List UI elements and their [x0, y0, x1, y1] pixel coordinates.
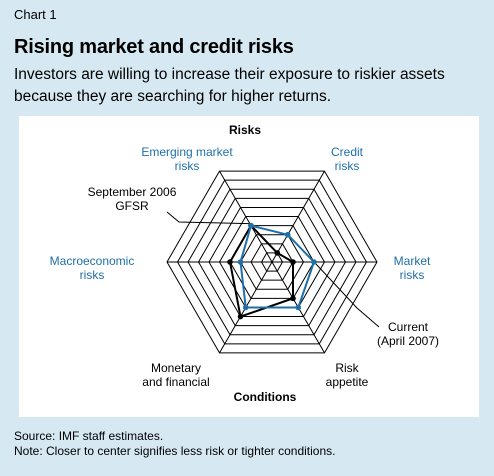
- series-line-september-2006: [228, 223, 294, 318]
- axis-label-emerging-market: Emerging market risks: [141, 145, 233, 173]
- reading-note: Note: Closer to center signifies less ri…: [14, 444, 336, 458]
- point-current-5: [237, 259, 244, 265]
- leader-current: [315, 263, 380, 328]
- point-september-2006-4: [237, 313, 244, 320]
- radar-series: [227, 222, 317, 320]
- point-september-2006-1: [274, 250, 281, 256]
- axis-label-risk-appetite: Risk appetite: [325, 361, 369, 389]
- source-note: Source: IMF staff estimates.: [14, 429, 164, 443]
- axis-label-macroeconomic: Macroeconomic risks: [49, 254, 135, 282]
- risks-group-label: Risks: [228, 123, 262, 137]
- chart-number: Chart 1: [14, 7, 57, 22]
- conditions-group-label: Conditions: [233, 390, 297, 404]
- point-september-2006-3: [290, 295, 296, 302]
- chart-panel: Risks Emerging market risks Credit risks M…: [19, 116, 479, 417]
- axis-label-credit: Credit risks: [330, 145, 364, 173]
- series-line-current: [239, 224, 316, 309]
- axis-label-monetary: Monetary and financial: [142, 361, 210, 389]
- point-current-4: [242, 304, 249, 311]
- spoke-6: [219, 170, 273, 263]
- point-current-2: [311, 259, 317, 265]
- point-current-6: [248, 222, 254, 229]
- axis-label-market: Market risks: [393, 254, 431, 282]
- point-current-1: [284, 231, 291, 238]
- annotation-current: Current (April 2007): [376, 320, 440, 348]
- point-september-2006-2: [290, 259, 296, 265]
- annotation-september-2006: September 2006 GFSR: [87, 185, 177, 213]
- point-september-2006-5: [227, 259, 233, 265]
- leader-september-2006: [166, 211, 250, 225]
- radar-chart: [166, 170, 380, 354]
- chart-footer: Source: IMF staff estimates. Note: Close…: [14, 429, 335, 459]
- chart-title: Rising market and credit risks: [14, 36, 294, 58]
- point-current-3: [295, 304, 302, 311]
- annotation-leaders: [166, 211, 380, 328]
- chart-subtitle: Investors are willing to increase their …: [14, 66, 445, 105]
- spoke-1: [271, 170, 325, 263]
